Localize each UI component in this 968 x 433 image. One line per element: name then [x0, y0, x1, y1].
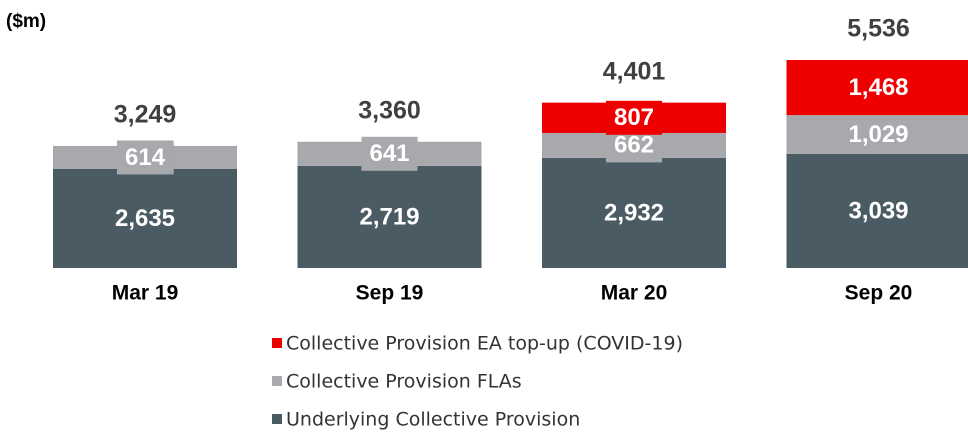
value-label-bg — [116, 140, 174, 175]
legend-label: Collective Provision EA top-up (COVID-19… — [286, 333, 683, 355]
value-label: 807 — [614, 104, 654, 131]
value-label: 614 — [125, 144, 166, 171]
x-tick-label: Mar 19 — [112, 282, 179, 305]
total-label: 5,536 — [847, 15, 910, 43]
value-label: 1,468 — [848, 74, 908, 101]
legend-label: Collective Provision FLAs — [286, 371, 522, 393]
value-label-bg — [840, 70, 917, 105]
value-label: 2,932 — [604, 199, 664, 226]
x-tick-label: Mar 20 — [601, 282, 668, 305]
total-label: 4,401 — [603, 57, 666, 85]
value-label-bg — [361, 136, 418, 171]
value-label: 3,039 — [848, 197, 908, 224]
total-label: 3,249 — [114, 101, 177, 129]
legend-label: Underlying Collective Provision — [286, 409, 580, 431]
value-label-bg — [605, 100, 663, 135]
value-label-bg — [840, 117, 917, 152]
value-label-bg — [351, 199, 428, 234]
x-tick-label: Sep 19 — [356, 282, 424, 305]
legend-swatch — [272, 414, 282, 424]
total-label: 3,360 — [358, 96, 421, 124]
x-tick-label: Sep 20 — [845, 282, 913, 305]
value-label-bg — [595, 195, 673, 230]
value-label-bg — [106, 201, 184, 236]
value-label: 2,719 — [359, 203, 419, 230]
value-label: 662 — [614, 132, 654, 159]
value-label: 641 — [369, 140, 409, 167]
legend-swatch — [272, 338, 282, 348]
value-label: 1,029 — [848, 121, 908, 148]
value-label-bg — [840, 193, 917, 228]
value-label: 2,635 — [115, 205, 175, 232]
legend-swatch — [272, 376, 282, 386]
axis-unit-label: ($m) — [6, 11, 46, 32]
